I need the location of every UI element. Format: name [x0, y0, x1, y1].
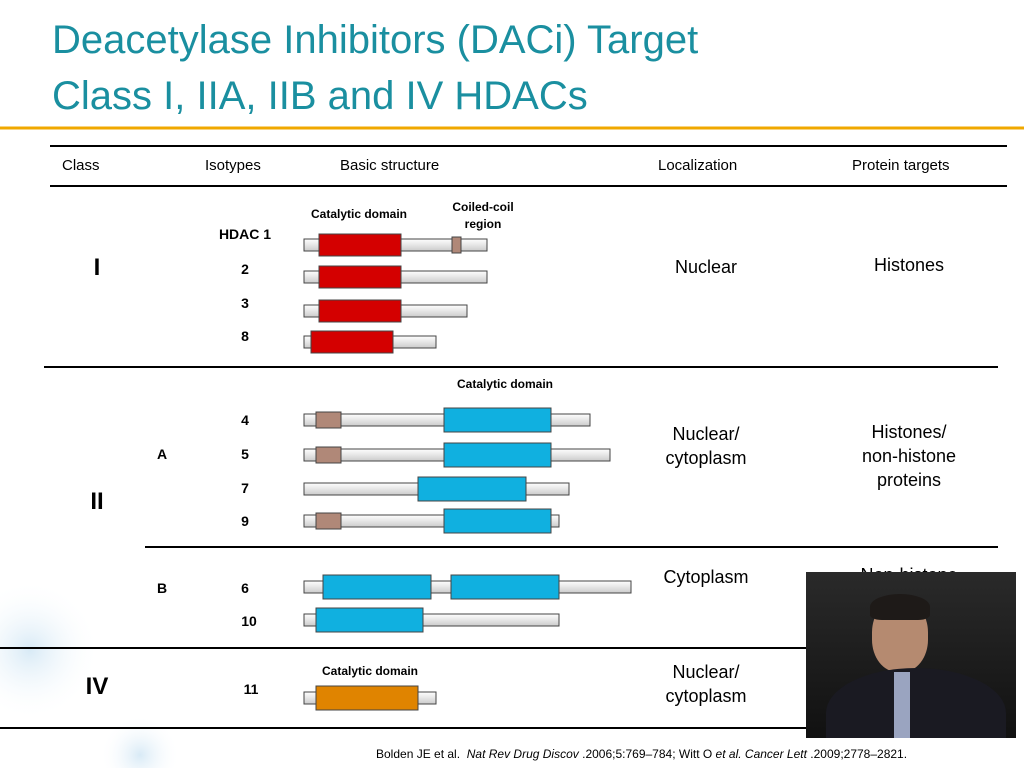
- speaker-shirt: [894, 672, 910, 738]
- isotype: 11: [243, 681, 259, 697]
- header: Protein targets: [852, 157, 950, 174]
- localization: Cytoplasm: [663, 567, 749, 587]
- isotype: 3: [241, 295, 249, 311]
- isotype: 2: [241, 261, 249, 277]
- line: proteins: [876, 470, 942, 490]
- protein-targets: Histones: [873, 255, 945, 275]
- domain-label: Catalytic domain: [456, 377, 554, 391]
- video-overlay: [806, 572, 1016, 738]
- rules: [0, 126, 1024, 729]
- citation-part: Bolden JE et al.: [376, 747, 461, 761]
- localization: Nuclear: [674, 257, 738, 277]
- line: Coiled-coil: [452, 200, 514, 214]
- isotype: 10: [241, 613, 257, 629]
- isotype: 7: [241, 480, 249, 496]
- citation-part: Nat Rev Drug Discov: [466, 747, 579, 761]
- protein-targets: Histones/non-histone proteins: [862, 420, 956, 492]
- domain-structures: [303, 233, 632, 711]
- header: Localization: [658, 157, 738, 174]
- citation-part: Cancer Lett: [744, 747, 807, 761]
- citation-part: .2006;5:769–784; Witt O: [582, 747, 713, 761]
- isotype: 9: [241, 513, 249, 529]
- line: Histones/: [871, 422, 947, 442]
- citation-part: .2009;2778–2821.: [810, 747, 908, 761]
- localization: Nuclear/cytoplasm: [665, 660, 746, 708]
- header: Class: [62, 157, 100, 174]
- line: cytoplasm: [665, 686, 747, 706]
- speaker-body: [826, 668, 1006, 738]
- subclass-label: A: [156, 446, 168, 462]
- isotype: 4: [241, 412, 249, 428]
- class-label: I: [93, 254, 101, 281]
- isotype: 5: [241, 446, 249, 462]
- citation: Bolden JE et al. Nat Rev Drug Discov .20…: [376, 747, 907, 761]
- isotype: HDAC 1: [218, 226, 272, 242]
- isotype: 6: [241, 580, 249, 596]
- title-line: Deacetylase Inhibitors (DACi) Target: [52, 18, 699, 62]
- domain-label: Catalytic domain: [321, 664, 419, 678]
- subclass-label: B: [156, 580, 168, 596]
- speaker-hair: [870, 594, 930, 620]
- line: Nuclear/: [672, 424, 740, 444]
- domain-label: Coiled-coil region: [452, 199, 513, 233]
- line: cytoplasm: [665, 448, 747, 468]
- line: non-histone: [861, 446, 957, 466]
- header: Isotypes: [205, 157, 261, 174]
- class-label: II: [90, 488, 104, 515]
- class-label: IV: [85, 673, 109, 700]
- isotype: 8: [241, 328, 249, 344]
- line: Nuclear/: [672, 662, 740, 682]
- localization: Nuclear/cytoplasm: [665, 422, 746, 470]
- header: Basic structure: [340, 157, 440, 174]
- line: region: [464, 217, 502, 231]
- domain-label: Catalytic domain: [310, 207, 408, 221]
- citation-part: et al.: [715, 747, 742, 761]
- title-line: Class I, IIA, IIB and IV HDACs: [52, 74, 588, 118]
